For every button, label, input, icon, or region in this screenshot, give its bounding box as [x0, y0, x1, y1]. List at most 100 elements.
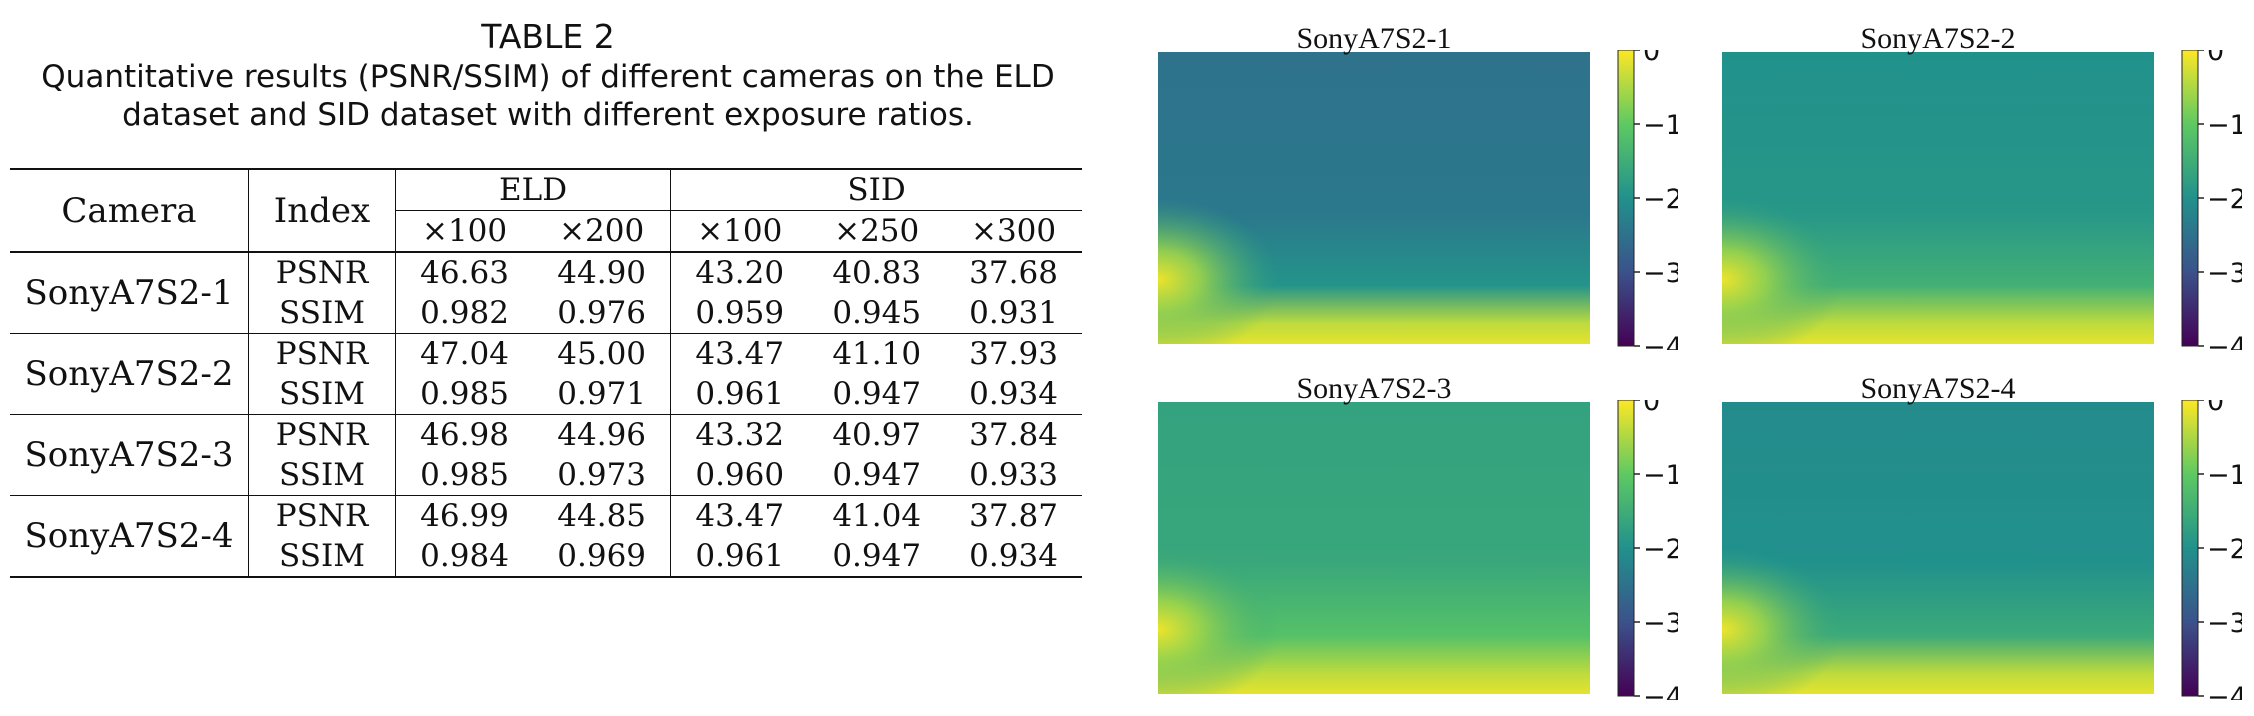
- metric-value: 0.969: [533, 536, 671, 578]
- metric-value: 47.04: [395, 333, 534, 374]
- heatmap-svg: 0 −1 −2 −3 −4: [1158, 386, 1683, 713]
- metric-index: SSIM: [248, 536, 396, 578]
- table-row: SonyA7S2-4 PSNR 46.99 44.85 43.47 41.04 37.87: [10, 495, 1082, 578]
- heatmap-svg: 0 −1 −2 −3 −4: [1722, 36, 2247, 363]
- metric-value: 37.68: [969, 255, 1058, 291]
- heatmap-svg: 0 −1 −2 −3 −4: [1722, 386, 2247, 713]
- table-number: TABLE 2: [481, 17, 615, 56]
- heatmap-title: SonyA7S2-4: [1860, 372, 2016, 405]
- camera-name: SonyA7S2-1: [24, 273, 234, 313]
- heatmap-corner-glow: [1722, 402, 2154, 694]
- header-ratio: ×250: [808, 210, 946, 253]
- metric-value: 0.973: [557, 457, 647, 493]
- heatmap-title: SonyA7S2-3: [1296, 372, 1452, 405]
- metric-index: PSNR: [248, 414, 396, 455]
- metric-value: 44.90: [557, 255, 647, 291]
- table-row: SSIM 0.984 0.969 0.961 0.947 0.934: [10, 536, 1082, 578]
- colorbar-tick-label: −2: [1643, 534, 1678, 565]
- metric-value: 37.93: [945, 333, 1082, 374]
- table-row: SonyA7S2-1 PSNR 46.63 44.90 43.20 40.83 37.68: [10, 252, 1082, 311]
- metric-value: 0.985: [395, 374, 534, 415]
- metric-value: 37.84: [945, 414, 1082, 455]
- metric-value: 0.985: [395, 455, 534, 496]
- caption-text: Quantitative results (PSNR/SSIM) of diff…: [41, 59, 1055, 133]
- colorbar-tick-label: 0: [2207, 400, 2224, 417]
- heatmap-title: SonyA7S2-2: [1860, 22, 2016, 55]
- table-row: SSIM 0.982 0.976 0.959 0.945 0.931: [10, 293, 1082, 334]
- results-table: Camera Index ELD SID ×100 ×200 ×100 ×250 ×300 Son…: [10, 168, 1082, 578]
- heatmap-panel: SonyA7S2-2 0 −1 −2 −3 −4: [1722, 22, 2247, 363]
- metric-value: 0.984: [395, 536, 534, 578]
- metric-value: 0.947: [832, 376, 922, 412]
- metric-index: SSIM: [248, 455, 396, 496]
- table-row: SSIM 0.985 0.971 0.961 0.947 0.934: [10, 374, 1082, 415]
- heatmap-panel: SonyA7S2-4 0 −1 −2 −3 −4: [1722, 372, 2247, 713]
- metric-value: 46.99: [395, 495, 534, 536]
- metric-value: 0.934: [969, 376, 1058, 412]
- colorbar: [1617, 49, 1635, 347]
- colorbar-tick-label: 0: [1643, 400, 1660, 417]
- header-sid: SID: [670, 168, 1082, 211]
- colorbar-tick-label: −2: [2207, 184, 2242, 215]
- colorbar-tick-label: 0: [1643, 50, 1660, 67]
- metric-index: SSIM: [248, 374, 396, 415]
- metric-value: 0.933: [969, 457, 1058, 493]
- colorbar-tick-label: −3: [1643, 258, 1678, 289]
- colorbar-tick-label: −1: [2207, 460, 2242, 491]
- header-ratio: ×100: [670, 210, 809, 253]
- metric-value: 0.961: [670, 536, 809, 578]
- header-row: Camera Index ELD SID: [10, 168, 1082, 253]
- colorbar: [2181, 399, 2199, 697]
- header-camera: Camera: [10, 168, 249, 253]
- colorbar-tick-label: −3: [1643, 608, 1678, 639]
- colorbar-tick-label: −3: [2207, 258, 2242, 289]
- metric-value: 43.47: [670, 495, 809, 536]
- metric-index: PSNR: [248, 252, 396, 293]
- header-ratio: ×100: [395, 210, 534, 253]
- colorbar-tick-label: −4: [1643, 682, 1678, 700]
- camera-name: SonyA7S2-3: [10, 414, 249, 496]
- metric-value: 0.947: [808, 536, 946, 578]
- heatmap-corner-glow: [1158, 52, 1590, 344]
- header-ratio: ×300: [945, 210, 1082, 253]
- metric-value: 43.20: [670, 252, 809, 293]
- table-row: SonyA7S2-3 PSNR 46.98 44.96 43.32 40.97 37.84: [10, 414, 1082, 496]
- heatmap-panel: SonyA7S2-1 0 −1 −2 −3 −4: [1158, 22, 1683, 363]
- table-row: SSIM 0.985 0.973 0.960 0.947 0.933: [10, 455, 1082, 496]
- metric-value: 0.982: [395, 293, 534, 334]
- heatmap-corner-glow: [1722, 52, 2154, 344]
- colorbar-tick-label: 0: [2207, 50, 2224, 67]
- metric-value: 43.47: [670, 333, 809, 374]
- colorbar-tick-label: −1: [1643, 460, 1678, 491]
- metric-value: 0.931: [969, 295, 1058, 331]
- metric-value: 43.32: [670, 414, 809, 455]
- heatmap-panel: SonyA7S2-3 0 −1 −2 −3 −4: [1158, 372, 1683, 713]
- header-eld: ELD: [394, 168, 671, 211]
- colorbar-tick-label: −2: [1643, 184, 1678, 215]
- metric-value: 0.945: [832, 295, 922, 331]
- metric-value: 44.85: [533, 495, 671, 536]
- metric-value: 37.87: [945, 495, 1082, 536]
- header-ratio: ×200: [533, 210, 671, 253]
- metric-index: SSIM: [248, 293, 396, 334]
- colorbar-tick-label: −4: [1643, 332, 1678, 350]
- metric-value: 46.98: [395, 414, 534, 455]
- colorbar-tick-label: −1: [2207, 110, 2242, 141]
- metric-value: 0.960: [670, 455, 809, 496]
- metric-value: 41.10: [808, 333, 946, 374]
- colorbar-tick-label: −4: [2207, 682, 2242, 700]
- metric-value: 0.947: [832, 457, 922, 493]
- metric-value: 40.97: [808, 414, 946, 455]
- metric-value: 0.961: [670, 374, 809, 415]
- colorbar-tick-label: −3: [2207, 608, 2242, 639]
- header-index: Index: [248, 168, 396, 253]
- camera-name: SonyA7S2-4: [10, 495, 249, 578]
- metric-value: 0.934: [945, 536, 1082, 578]
- table-caption: TABLE 2 Quantitative results (PSNR/SSIM)…: [0, 16, 1096, 134]
- heatmap-svg: 0 −1 −2 −3 −4: [1158, 36, 1683, 363]
- heatmap-corner-glow: [1158, 402, 1590, 694]
- table-row: SonyA7S2-2 PSNR 47.04 45.00 43.47 41.10 37.93: [10, 333, 1082, 415]
- metric-value: 44.96: [533, 414, 671, 455]
- camera-name: SonyA7S2-2: [10, 333, 249, 415]
- colorbar: [2181, 49, 2199, 347]
